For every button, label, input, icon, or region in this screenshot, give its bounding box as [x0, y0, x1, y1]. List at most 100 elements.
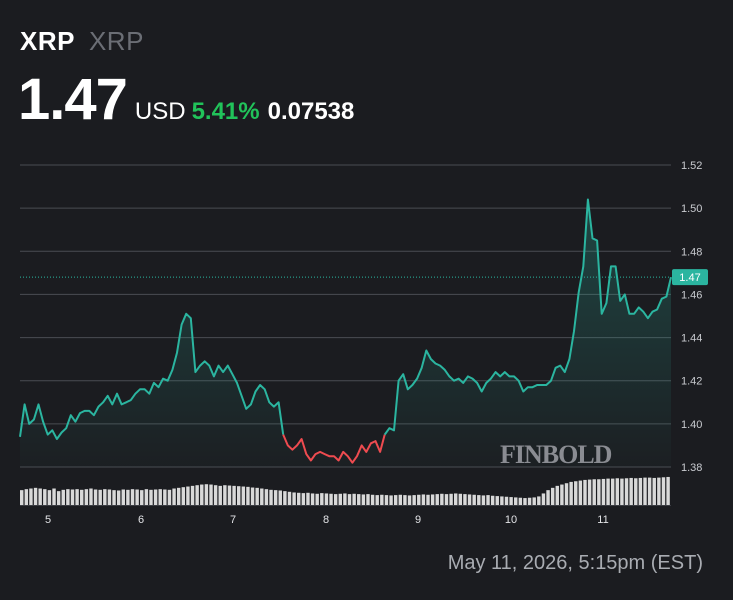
volume-bar [80, 489, 84, 505]
volume-bar [500, 496, 504, 505]
volume-bar [103, 489, 107, 505]
volume-bar [389, 495, 393, 505]
y-tick-label: 1.46 [681, 289, 702, 301]
price-line-up-1 [19, 312, 285, 440]
volume-bar [246, 486, 250, 505]
volume-bar [292, 492, 296, 505]
volume-bar [140, 490, 144, 505]
volume-bar [555, 485, 559, 505]
volume-bar [634, 478, 638, 505]
volume-bar [324, 493, 329, 505]
volume-bar [227, 485, 232, 505]
volume-bar [195, 485, 199, 505]
price-line-up-2 [383, 198, 672, 436]
volume-bar [47, 490, 52, 505]
x-tick-label: 7 [230, 514, 236, 526]
volume-bar [624, 478, 629, 505]
volume-bar [107, 489, 112, 505]
volume-bar [560, 484, 564, 505]
volume-bar [398, 494, 403, 505]
volume-bar [486, 495, 490, 505]
volume-bar [333, 494, 338, 505]
volume-bar [380, 494, 384, 505]
volume-bar [352, 493, 356, 505]
volume-bar [213, 485, 218, 505]
volume-bar [320, 493, 324, 505]
y-tick-label: 1.52 [681, 160, 702, 172]
volume-bar [232, 485, 236, 505]
volume-bar [329, 493, 333, 505]
volume-bar [38, 488, 42, 505]
volume-bar [89, 488, 93, 505]
volume-bar [204, 484, 209, 505]
volume-bar [209, 484, 213, 505]
volume-bar [661, 477, 666, 505]
y-tick-label: 1.42 [681, 376, 702, 388]
volume-bar [541, 493, 546, 505]
volume-bar [587, 479, 592, 505]
volume-bar [578, 480, 583, 505]
y-tick-label: 1.44 [681, 333, 702, 345]
volume-bar [43, 489, 47, 505]
volume-bar [481, 495, 486, 505]
volume-bar [472, 494, 476, 505]
volume-bar [283, 491, 287, 505]
volume-bar [241, 486, 246, 505]
x-tick-label: 8 [323, 514, 329, 526]
volume-bar [278, 490, 282, 505]
volume-bar [477, 495, 481, 505]
asset-symbol: XRP [20, 26, 75, 56]
volume-bar [218, 485, 222, 505]
y-tick-label: 1.38 [681, 462, 702, 474]
y-tick-label: 1.48 [681, 246, 702, 258]
current-price-tag-label: 1.47 [679, 272, 700, 284]
volume-bar [569, 481, 573, 505]
volume-bar [112, 490, 116, 505]
volume-bar [260, 488, 264, 505]
volume-bar [458, 493, 463, 505]
price-quote: 1.47 USD 5.41% 0.07538 [18, 66, 354, 132]
volume-bar [454, 493, 458, 505]
volume-bar [33, 487, 38, 505]
volume-bar [546, 490, 550, 505]
volume-bar [70, 489, 75, 505]
volume-bar [56, 491, 61, 505]
volume-bar [412, 495, 416, 505]
volume-bar [343, 493, 347, 505]
volume-bar [527, 497, 532, 505]
x-tick-label: 5 [45, 514, 51, 526]
volume-bar [24, 489, 29, 505]
volume-bar [606, 478, 610, 505]
volume-bar [393, 495, 398, 505]
volume-bar [370, 494, 375, 505]
volume-bar [564, 483, 569, 505]
volume-bar [315, 493, 319, 505]
volume-bar [163, 489, 167, 505]
volume-bar [537, 496, 541, 505]
volume-bar [509, 497, 513, 505]
volume-bar [375, 495, 379, 505]
volume-bar [264, 489, 269, 505]
volume-bar [287, 491, 292, 505]
volume-bar [130, 489, 135, 505]
volume-bar [652, 477, 656, 505]
volume-bar [574, 481, 578, 505]
volume-bar [407, 495, 412, 505]
volume-bar [518, 497, 523, 505]
volume-bar [532, 497, 536, 505]
price-area [20, 199, 671, 467]
volume-bar [514, 497, 518, 505]
volume-bar [61, 489, 65, 505]
volume-bar [601, 478, 606, 505]
finbold-watermark: FINBOLD [500, 440, 612, 469]
volume-bar [629, 477, 633, 505]
volume-bar [361, 494, 366, 505]
volume-bar [126, 489, 130, 505]
volume-bar [237, 486, 241, 505]
volume-bar [255, 487, 259, 505]
y-tick-label: 1.40 [681, 419, 702, 431]
volume-bar [463, 494, 467, 505]
x-tick-label: 11 [597, 514, 608, 526]
volume-bar [504, 496, 509, 505]
